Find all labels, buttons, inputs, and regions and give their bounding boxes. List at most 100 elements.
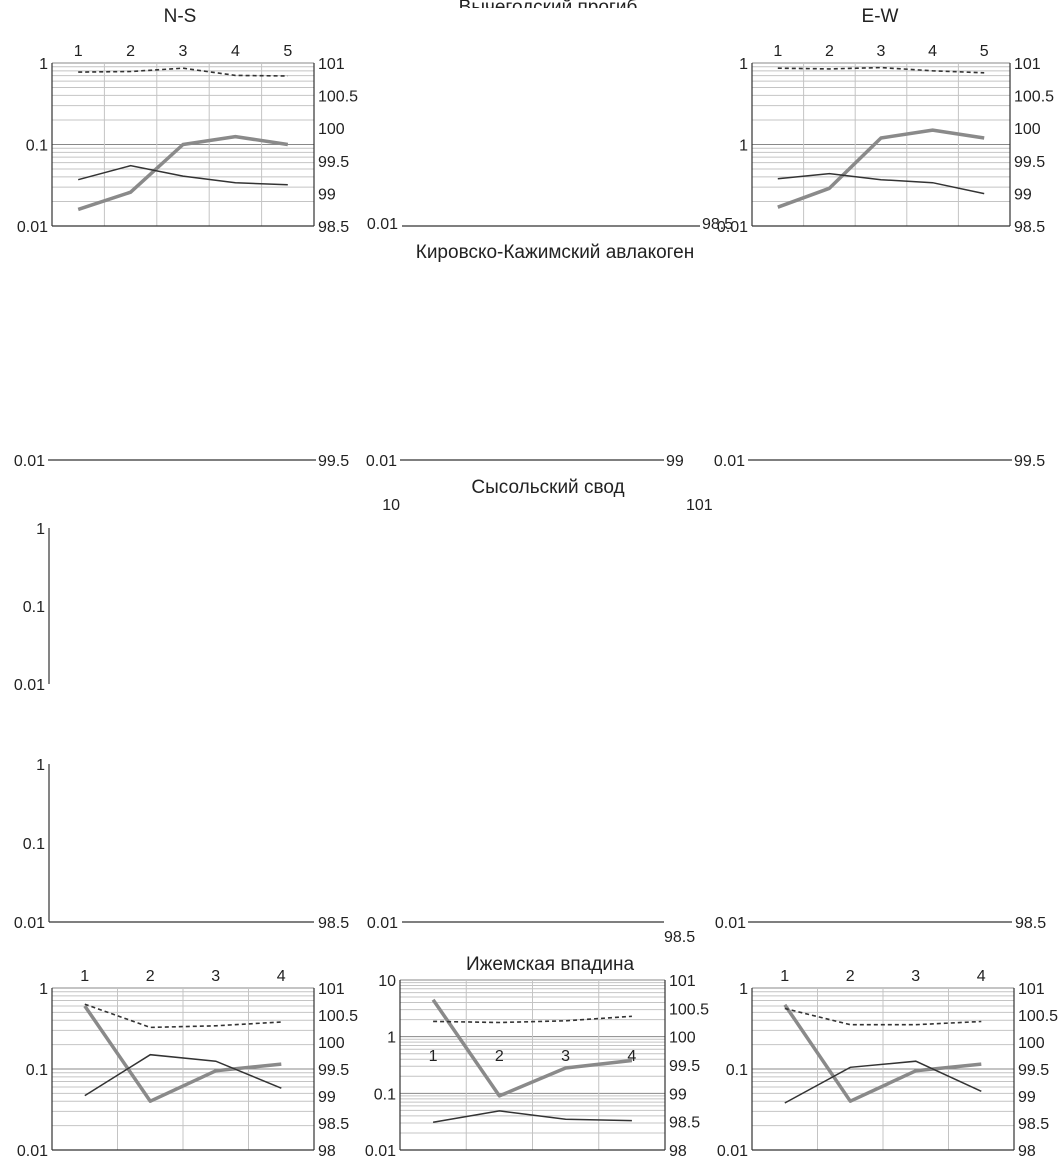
fragment-tick-label: 0.01 [715, 915, 746, 932]
category-label: 5 [283, 43, 292, 60]
category-label: 1 [780, 968, 789, 985]
right-tick-label: 98.5 [1014, 219, 1045, 236]
right-tick-label: 99.5 [1018, 1062, 1049, 1079]
fragments-layer: 0.01 98.50.01 99.5 0.01 99 0.01 99.50.010.1110… [14, 216, 1046, 946]
fragment-tick-label: 0.1 [23, 836, 45, 853]
right-tick-label: 99 [318, 186, 336, 203]
right-tick-label: 98.5 [1018, 1116, 1049, 1133]
right-tick-label: 99 [1018, 1089, 1036, 1106]
category-label: 1 [773, 43, 782, 60]
left-tick-label: 0.01 [365, 1143, 396, 1160]
chart-panel-8: 0.01 0.1 1 98 98.5 99 99.5 100 100.5 101 1 2 3 4 [717, 968, 1058, 1160]
fragment-tick-label: 0.01 [367, 915, 398, 932]
right-tick-label: 100 [318, 1035, 345, 1052]
right-tick-label: 100 [1018, 1035, 1045, 1052]
left-tick-label: 1 [39, 981, 48, 998]
right-tick-label: 99 [318, 1089, 336, 1106]
chart-panel-0: 0.01 0.1 1 98.5 99 99.5 100 100.5 101 1 2 3 4 5 [17, 43, 358, 236]
right-tick-label: 100.5 [1018, 1008, 1058, 1025]
series-line-thin [432, 1110, 632, 1123]
series-line-thick [77, 134, 289, 212]
left-tick-label: 1 [39, 56, 48, 73]
right-tick-label: 100 [1014, 121, 1041, 138]
fragment-tick-label: 0.01 [14, 915, 45, 932]
category-label: 3 [179, 43, 188, 60]
title-izhma: Ижемская впадина [466, 954, 635, 975]
fragment-tick-label: 0.01 [366, 453, 397, 470]
chart-panel-7: 0.01 0.1 1 10 98 98.5 99 99.5 100 100.5 101 1 2 3 4 [365, 973, 709, 1160]
right-tick-label: 100.5 [318, 1008, 358, 1025]
right-tick-label: 101 [318, 981, 345, 998]
category-label: 2 [146, 968, 155, 985]
fragment-tick-label: 0.01 [14, 677, 45, 694]
title-ns: N-S [164, 6, 197, 27]
right-tick-label: 100 [318, 121, 345, 138]
fragment-tick-label: 98.5 [664, 929, 695, 946]
left-tick-label: 1 [739, 981, 748, 998]
right-tick-label: 99.5 [318, 154, 349, 171]
right-tick-label: 98.5 [318, 1116, 349, 1133]
fragment-tick-label: 98.5 [702, 216, 733, 233]
right-tick-label: 101 [1018, 981, 1045, 998]
category-label: 2 [825, 43, 834, 60]
right-tick-label: 101 [318, 56, 345, 73]
category-label: 3 [911, 968, 920, 985]
series-line-thin [78, 164, 288, 186]
right-tick-label: 98.5 [669, 1115, 700, 1132]
category-label: 3 [877, 43, 886, 60]
fragment-tick-label: 0.1 [23, 599, 45, 616]
category-label: 1 [80, 968, 89, 985]
left-tick-label: 0.01 [17, 219, 48, 236]
fragment-tick-label: 10 [382, 497, 400, 514]
fragment-tick-label: 1 [36, 757, 45, 774]
category-label: 4 [627, 1048, 636, 1065]
left-tick-label: 1 [739, 56, 748, 73]
left-tick-label: 0.01 [717, 219, 748, 236]
right-tick-label: 98 [669, 1143, 687, 1160]
fragment-tick-label: 0.01 [367, 216, 398, 233]
left-tick-label: 0.1 [26, 138, 48, 155]
left-tick-label: 0.1 [374, 1086, 396, 1103]
left-tick-label: 1 [739, 138, 748, 155]
fragment-tick-label: 98.5 [1015, 915, 1046, 932]
right-tick-label: 99.5 [669, 1058, 700, 1075]
title-kirov-kazhim: Кировско-Кажимский авлакоген [416, 242, 695, 263]
category-label: 4 [977, 968, 986, 985]
chart-panel-1: 0.01 1 1 98.5 99 99.5 100 100.5 101 1 2 3 4 5 [717, 43, 1054, 236]
fragment-tick-label: 0.01 [14, 453, 45, 470]
right-tick-label: 99 [669, 1086, 687, 1103]
category-label: 4 [277, 968, 286, 985]
series-line-thick [83, 1005, 282, 1103]
series-line-thick [783, 1003, 982, 1103]
category-label: 1 [429, 1048, 438, 1065]
category-label: 2 [126, 43, 135, 60]
fragment-tick-label: 101 [686, 497, 713, 514]
fragment-tick-label: 98.5 [318, 915, 349, 932]
right-tick-label: 98.5 [318, 219, 349, 236]
right-tick-label: 100.5 [669, 1001, 709, 1018]
series-line-thick [431, 998, 633, 1098]
series-line-thin [777, 172, 985, 195]
title-sysola: Сысольский свод [471, 477, 624, 498]
right-tick-label: 100.5 [1014, 89, 1054, 106]
series-line-thick [777, 128, 985, 209]
series-line-dashed [777, 66, 985, 74]
right-tick-label: 98 [318, 1143, 336, 1160]
series-line-thin [84, 1053, 282, 1097]
right-tick-label: 98 [1018, 1143, 1036, 1160]
fragment-tick-label: 0.01 [714, 453, 745, 470]
category-label: 5 [980, 43, 989, 60]
series-line-dashed [78, 67, 288, 77]
right-tick-label: 101 [669, 973, 696, 990]
chart-panel-6: 0.01 0.1 1 98 98.5 99 99.5 100 100.5 101 1 2 3 4 [17, 968, 358, 1160]
series-line-dashed [433, 1015, 632, 1024]
fragment-tick-label: 99.5 [318, 453, 349, 470]
right-tick-label: 99.5 [1014, 154, 1045, 171]
blank-panel-mask [370, 8, 730, 230]
left-tick-label: 1 [387, 1030, 396, 1047]
right-tick-label: 101 [1014, 56, 1041, 73]
title-ew: E-W [862, 6, 899, 27]
category-label: 2 [495, 1048, 504, 1065]
fragment-tick-label: 1 [36, 521, 45, 538]
